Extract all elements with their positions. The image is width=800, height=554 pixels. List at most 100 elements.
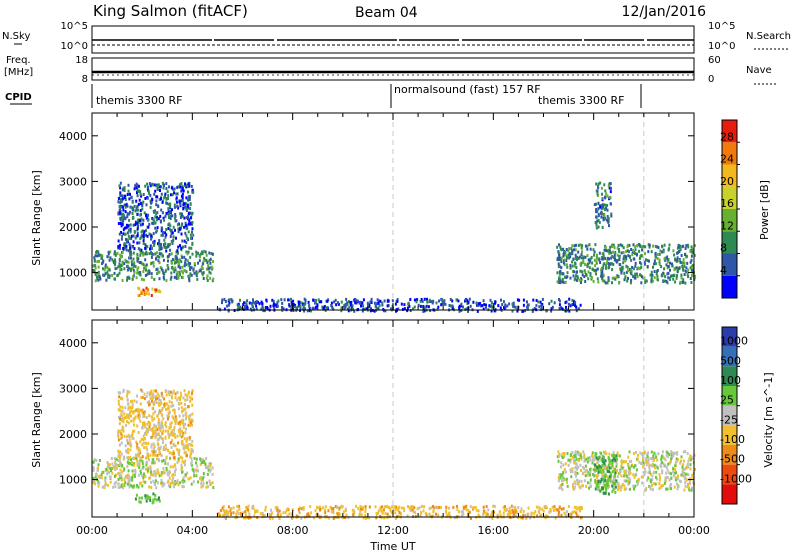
echo-cell — [130, 414, 132, 418]
echo-cell — [186, 437, 189, 441]
echo-cell — [516, 516, 519, 520]
echo-cell — [685, 254, 688, 258]
echo-cell — [577, 257, 580, 260]
echo-cell — [362, 516, 365, 520]
echo-cell — [141, 396, 144, 399]
echo-cell — [632, 473, 635, 477]
echo-cell — [660, 457, 663, 461]
echo-cell — [181, 256, 184, 260]
colorbar-tick-label: 1000 — [720, 335, 748, 348]
echo-cell — [160, 480, 163, 484]
echo-cell — [146, 468, 149, 472]
echo-cell — [154, 221, 157, 225]
echo-cell — [509, 512, 512, 516]
echo-cell — [532, 298, 535, 302]
echo-cell — [468, 510, 471, 514]
echo-cell — [668, 453, 671, 456]
mode-change-lines — [392, 113, 645, 310]
echo-cell — [596, 189, 599, 193]
echo-cell — [190, 273, 193, 277]
echo-cell — [472, 506, 475, 509]
echo-cell — [355, 504, 358, 508]
mode-change-lines — [392, 320, 645, 517]
echo-cell — [432, 299, 435, 303]
colorbar-segment — [722, 346, 737, 367]
echo-cell — [686, 485, 689, 489]
echo-cell — [565, 259, 568, 263]
echo-cell — [618, 250, 621, 254]
echo-cell — [412, 510, 415, 514]
echo-cell — [177, 245, 180, 249]
echo-cell — [648, 245, 651, 249]
echo-cell — [573, 480, 576, 484]
echo-cell — [616, 246, 619, 250]
echo-cell — [152, 261, 155, 264]
echo-cell — [222, 513, 225, 517]
echo-cell — [424, 511, 427, 515]
echo-cell — [121, 261, 124, 265]
echo-cell — [602, 273, 605, 277]
echo-cell — [613, 246, 616, 250]
echo-cell — [176, 260, 179, 264]
echo-cell — [187, 230, 190, 234]
echo-cell — [170, 401, 173, 405]
echo-cell — [182, 476, 185, 480]
echo-cell — [562, 247, 565, 251]
echo-cell — [118, 408, 121, 412]
echo-cell — [141, 229, 144, 233]
echo-cell — [168, 243, 171, 246]
echo-cell — [464, 307, 467, 311]
echo-cell — [592, 458, 595, 462]
echo-cell — [138, 411, 141, 415]
echo-cell — [113, 252, 116, 256]
echo-cell — [572, 484, 574, 488]
echo-cell — [160, 391, 163, 395]
echo-cell — [153, 400, 156, 404]
echo-cell — [190, 246, 193, 250]
echo-cell — [574, 301, 577, 305]
echo-cell — [439, 506, 442, 509]
echo-cell — [671, 451, 674, 455]
echo-cell — [657, 246, 660, 250]
echo-cell — [682, 280, 685, 284]
echo-cell — [680, 276, 683, 280]
echo-cell — [628, 460, 631, 464]
echo-cell — [451, 306, 454, 310]
echo-cell — [160, 479, 163, 482]
mode-label: normalsound (fast) 157 RF — [394, 83, 541, 96]
echo-cell — [644, 280, 647, 284]
echo-cell — [136, 228, 139, 232]
echo-cell — [674, 478, 677, 482]
echo-cell — [189, 216, 192, 220]
echo-cell — [153, 417, 156, 421]
echo-cell — [150, 245, 153, 249]
echo-cell — [139, 419, 142, 423]
echo-cell — [554, 516, 557, 520]
echo-cell — [680, 273, 683, 277]
echo-cell — [612, 465, 615, 469]
echo-cell — [124, 475, 127, 479]
echo-cell — [162, 231, 164, 234]
echo-cell — [559, 483, 562, 487]
echo-cell — [690, 488, 693, 492]
echo-cell — [137, 218, 140, 222]
echo-cell — [197, 261, 199, 265]
echo-cell — [129, 400, 132, 404]
echo-cell — [114, 485, 117, 489]
echo-cell — [658, 252, 661, 256]
echo-cell — [587, 277, 590, 281]
echo-cell — [535, 299, 538, 302]
echo-cell — [574, 466, 577, 470]
echo-cell — [625, 250, 628, 253]
echo-cell — [363, 307, 366, 311]
echo-cell — [142, 193, 145, 197]
echo-cell — [118, 264, 121, 268]
echo-cell — [602, 266, 604, 270]
echo-cell — [550, 307, 553, 311]
echo-cell — [157, 204, 160, 208]
echo-cell — [442, 303, 445, 306]
echo-cell — [611, 254, 614, 258]
echo-cell — [660, 484, 663, 488]
echo-cell — [600, 458, 603, 462]
echo-cell — [423, 309, 426, 313]
